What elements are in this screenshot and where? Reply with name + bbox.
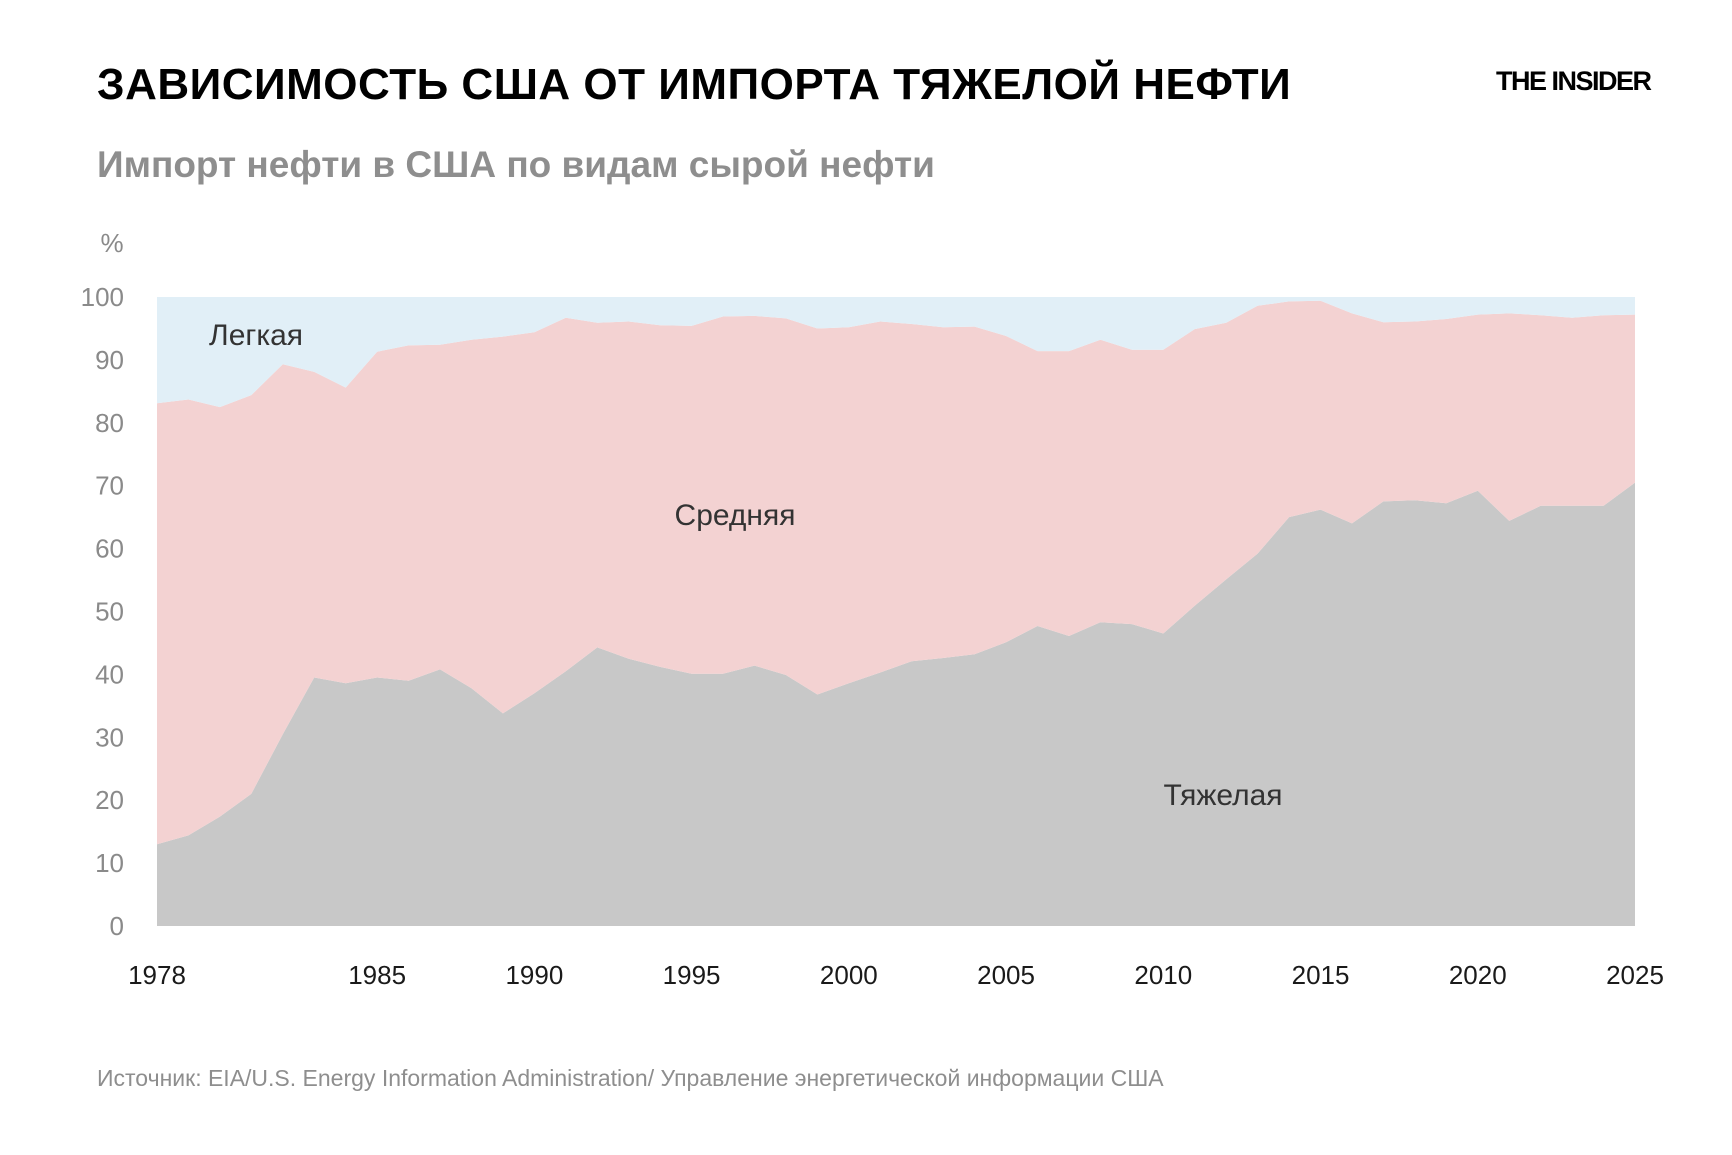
- area-medium: [157, 300, 1635, 845]
- area-heavy: [157, 482, 1635, 926]
- x-axis: 1978 1985 1990 1995 2000 2005 2010 2015 2020 2025: [128, 960, 1664, 990]
- y-axis: % 0 10 20 30 40 50 60 70 80 90 100: [81, 228, 124, 941]
- x-tick-label: 1978: [128, 960, 186, 990]
- y-tick-label: 30: [95, 722, 124, 752]
- y-tick-label: 80: [95, 408, 124, 438]
- chart-title: ЗАВИСИМОСТЬ США ОТ ИМПОРТА ТЯЖЕЛОЙ НЕФТИ: [97, 60, 1292, 109]
- area-labels: Тяжелая Средняя Легкая: [209, 319, 1283, 812]
- y-axis-unit: %: [100, 228, 123, 258]
- y-tick-label: 100: [81, 282, 124, 312]
- chart-subtitle: Импорт нефти в США по видам сырой нефти: [97, 144, 935, 185]
- x-tick-label: 1990: [505, 960, 563, 990]
- y-tick-label: 0: [110, 911, 124, 941]
- x-tick-label: 2000: [820, 960, 878, 990]
- source-note: Источник: EIA/U.S. Energy Information Ad…: [97, 1065, 1164, 1091]
- y-tick-label: 90: [95, 345, 124, 375]
- area-label-light: Легкая: [209, 319, 303, 352]
- area-light: [157, 297, 1635, 408]
- y-tick-label: 20: [95, 785, 124, 815]
- x-tick-label: 1985: [348, 960, 406, 990]
- y-tick-label: 70: [95, 471, 124, 501]
- x-tick-label: 2005: [977, 960, 1035, 990]
- x-tick-label: 2015: [1292, 960, 1350, 990]
- y-tick-label: 60: [95, 534, 124, 564]
- y-tick-label: 40: [95, 659, 124, 689]
- areas-layer: [157, 297, 1635, 926]
- publisher-logo: THE INSIDER: [1496, 66, 1652, 96]
- x-tick-label: 2020: [1449, 960, 1507, 990]
- area-label-heavy: Тяжелая: [1163, 779, 1282, 812]
- x-tick-label: 2025: [1606, 960, 1664, 990]
- y-tick-label: 10: [95, 848, 124, 878]
- x-tick-label: 1995: [663, 960, 721, 990]
- y-tick-label: 50: [95, 597, 124, 627]
- area-label-medium: Средняя: [675, 499, 796, 532]
- x-tick-label: 2010: [1134, 960, 1192, 990]
